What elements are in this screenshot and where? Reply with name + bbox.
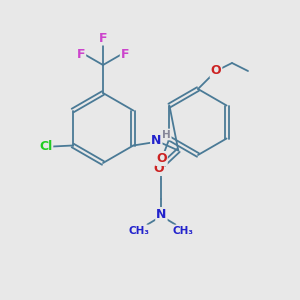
Text: N: N [156,208,167,221]
Text: O: O [211,64,221,77]
Text: H: H [162,130,171,140]
Text: N: N [151,134,161,147]
Text: F: F [99,32,107,44]
Text: Cl: Cl [39,140,52,153]
Text: O: O [156,152,167,165]
Text: CH₃: CH₃ [173,226,194,236]
Text: O: O [153,162,164,175]
Text: CH₃: CH₃ [129,226,150,236]
Text: F: F [121,47,129,61]
Text: F: F [77,47,85,61]
